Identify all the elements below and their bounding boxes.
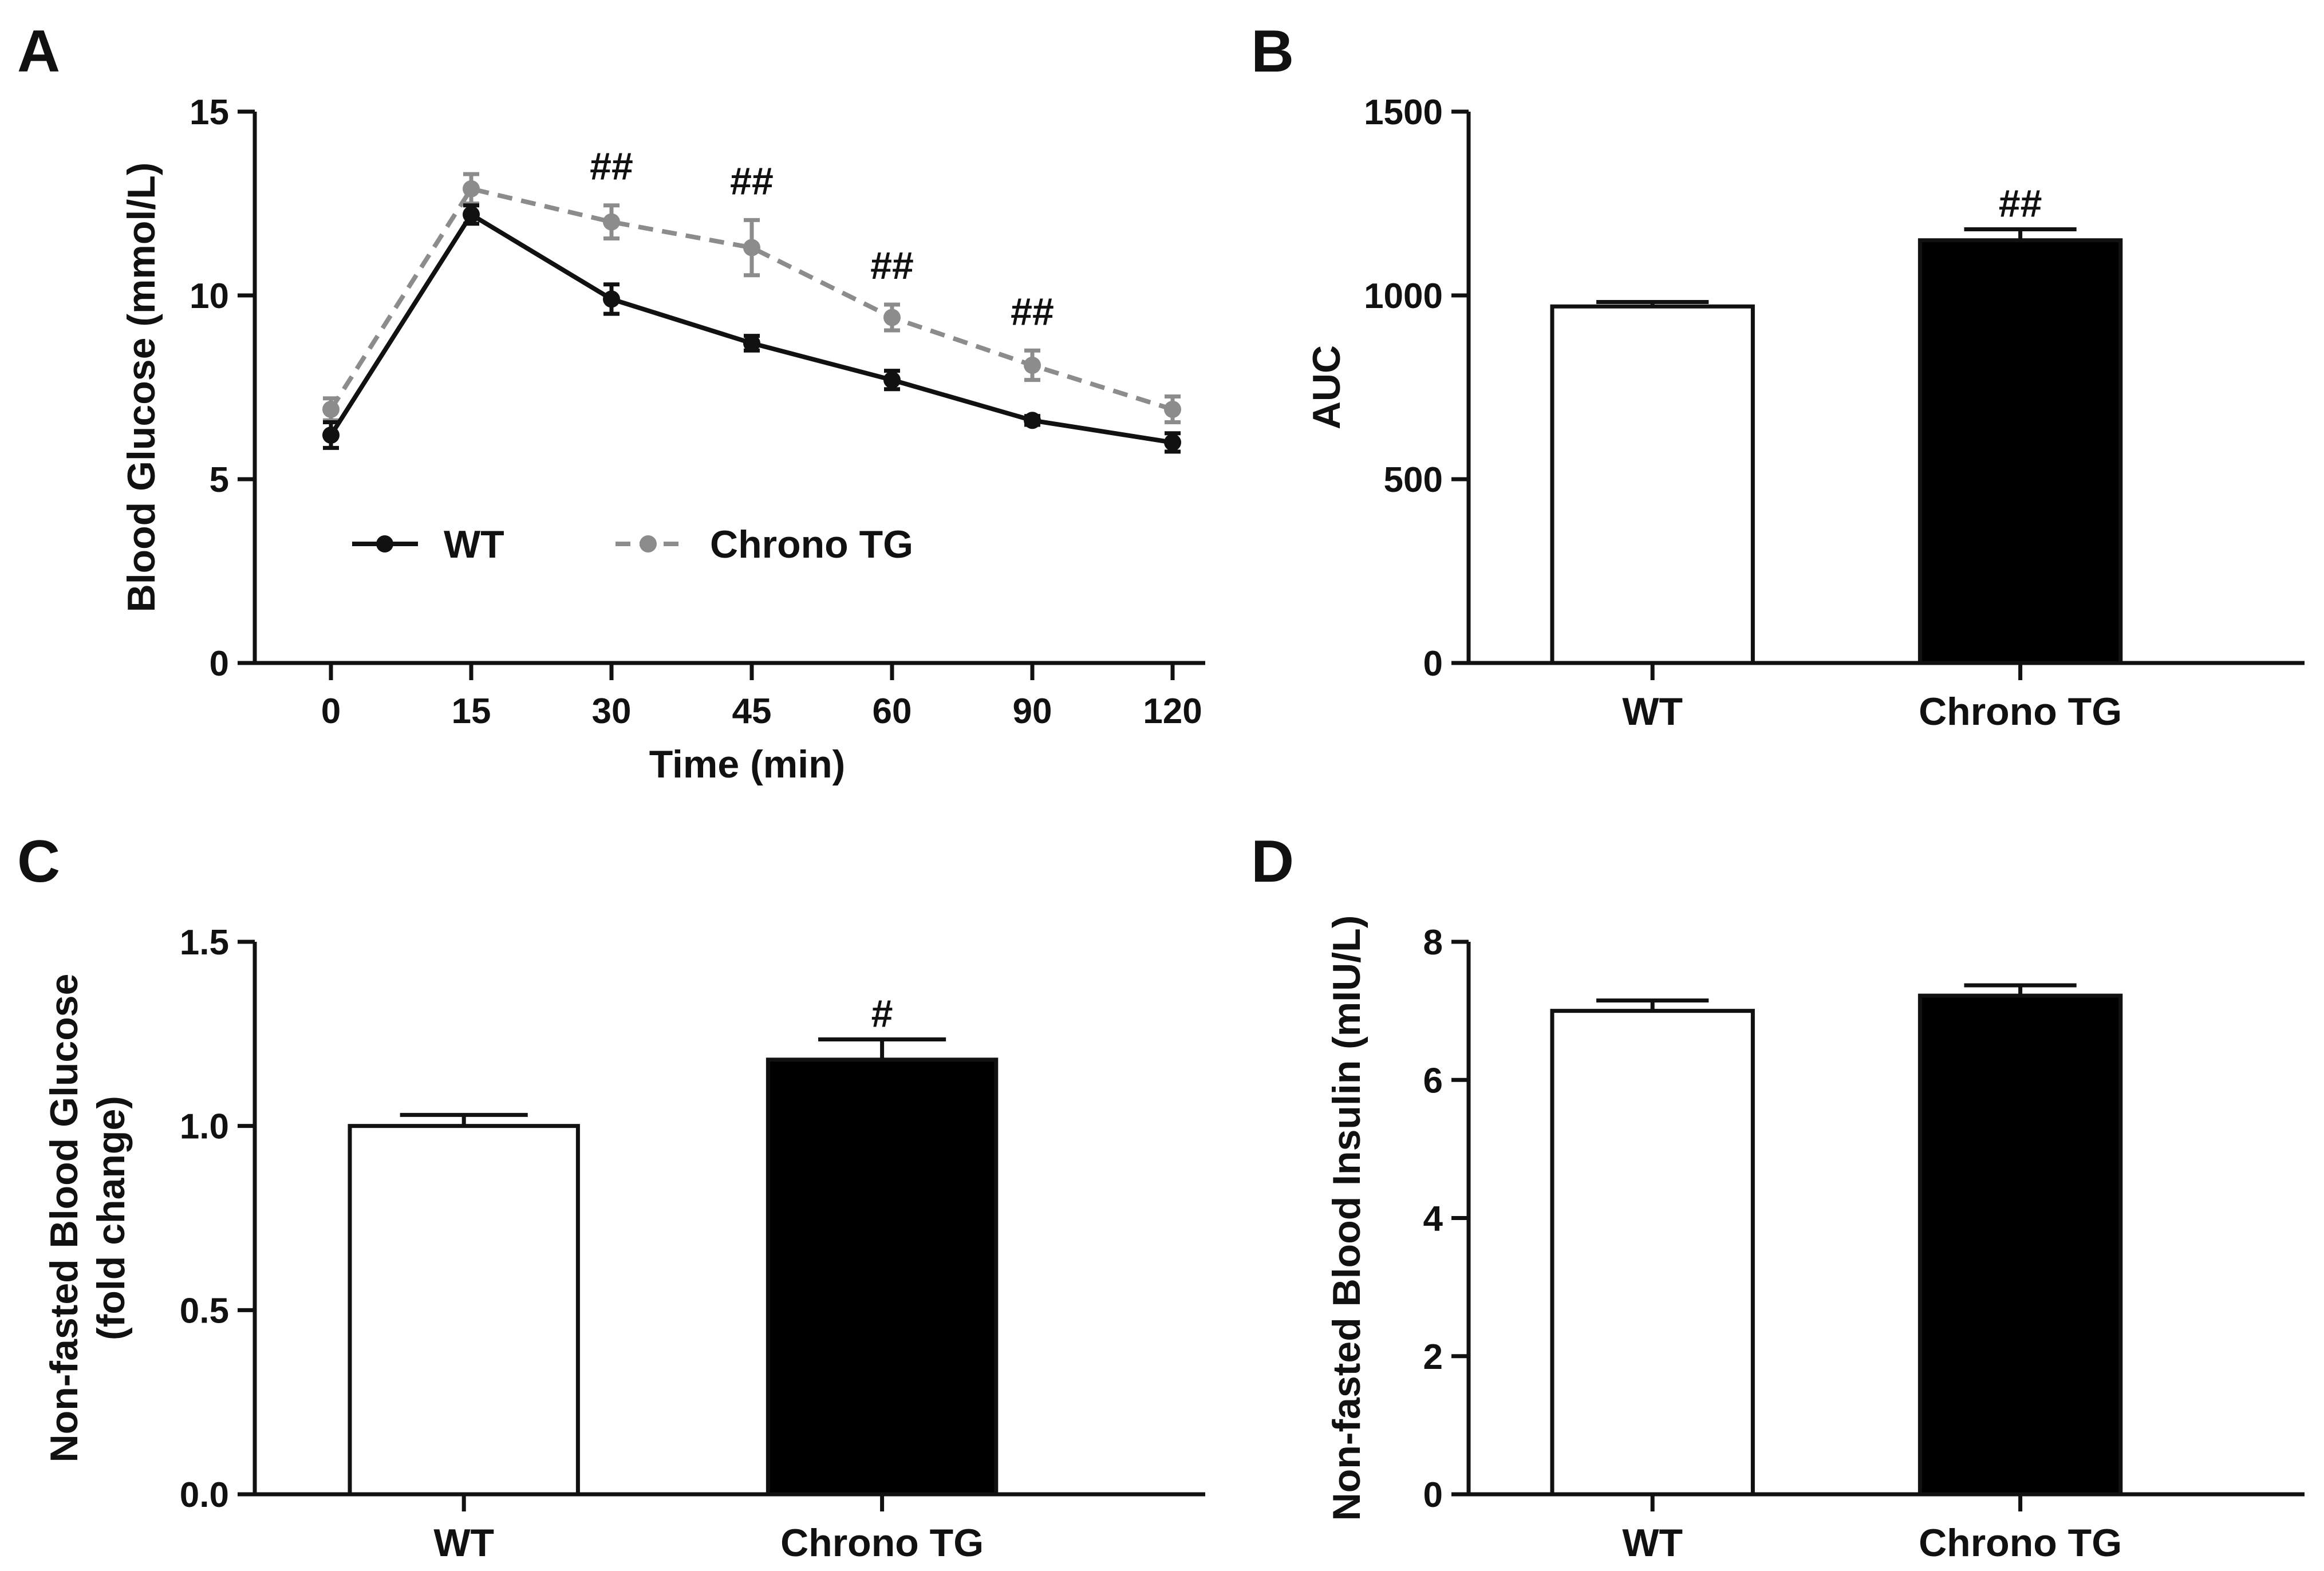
x-tick-label: Chrono TG bbox=[780, 1521, 984, 1565]
data-point-wt bbox=[1164, 433, 1181, 451]
x-tick-label: WT bbox=[1622, 690, 1683, 733]
y-tick-label: 0 bbox=[1423, 644, 1443, 684]
significance-marker: ## bbox=[870, 244, 914, 287]
x-tick-label: Chrono TG bbox=[1919, 1521, 2122, 1565]
y-tick-label: 2 bbox=[1423, 1337, 1443, 1377]
panel-c-bar-chart: C 0.0 0.5 1.0 1.5 Non-fasted Blood Glucose (fo… bbox=[17, 828, 1205, 1565]
panel-letter: D bbox=[1251, 828, 1294, 895]
x-tick-label: 45 bbox=[732, 692, 772, 731]
x-tick-label: 120 bbox=[1143, 692, 1202, 731]
x-tick-label: 0 bbox=[321, 692, 341, 731]
significance-marker: # bbox=[871, 992, 893, 1035]
data-point-wt bbox=[883, 371, 901, 389]
x-tick-label: 15 bbox=[452, 692, 491, 731]
legend-marker-chrono-tg bbox=[640, 535, 657, 552]
x-tick-label: WT bbox=[433, 1521, 494, 1565]
x-tick-label: 30 bbox=[592, 692, 632, 731]
legend-label-chrono-tg: Chrono TG bbox=[710, 523, 913, 566]
legend-label-wt: WT bbox=[444, 523, 504, 566]
y-tick-label: 15 bbox=[190, 93, 229, 132]
data-point-wt bbox=[743, 334, 760, 352]
bar-chrono-tg bbox=[766, 1057, 999, 1497]
panel-d-bar-chart: D 0 2 4 6 8 Non-fasted Blood Insulin (mIU/L) WT… bbox=[1251, 828, 2305, 1565]
y-tick-label: 6 bbox=[1423, 1061, 1443, 1100]
y-tick-label: 0 bbox=[1423, 1475, 1443, 1515]
y-tick-label: 0 bbox=[210, 644, 229, 684]
y-axis-title-line: (fold change) bbox=[89, 1096, 133, 1340]
y-axis-title-line: Non-fasted Blood Glucose bbox=[42, 974, 86, 1463]
x-tick-label: 60 bbox=[873, 692, 912, 731]
panel-letter: A bbox=[17, 18, 60, 85]
significance-marker: ## bbox=[1011, 290, 1054, 333]
data-point-chrono-tg bbox=[1164, 401, 1181, 419]
y-tick-label: 500 bbox=[1384, 460, 1443, 500]
bar-chrono-tg bbox=[1917, 238, 2123, 665]
y-axis-title: Non-fasted Blood Insulin (mIU/L) bbox=[1325, 915, 1368, 1521]
panel-a-line-chart: A 0 5 10 15 Blood Glucose (mmol/L) 0 15 30 45 60 90… bbox=[17, 18, 1205, 786]
bar-wt bbox=[1550, 1009, 1755, 1497]
x-tick-label: Chrono TG bbox=[1919, 690, 2122, 733]
panel-letter: C bbox=[17, 828, 60, 895]
data-point-chrono-tg bbox=[322, 401, 340, 419]
y-tick-label: 5 bbox=[210, 460, 229, 500]
data-point-chrono-tg bbox=[1024, 356, 1041, 374]
significance-marker: ## bbox=[730, 159, 774, 203]
y-tick-label: 1.0 bbox=[180, 1107, 229, 1147]
bar-wt bbox=[348, 1124, 580, 1497]
x-tick-label: WT bbox=[1622, 1521, 1683, 1565]
bar-chrono-tg bbox=[1917, 993, 2123, 1497]
y-tick-label: 8 bbox=[1423, 923, 1443, 962]
significance-marker: ## bbox=[590, 145, 633, 188]
y-tick-label: 1500 bbox=[1364, 93, 1443, 132]
y-axis-title: Blood Glucose (mmol/L) bbox=[120, 163, 163, 613]
data-point-chrono-tg bbox=[883, 309, 901, 326]
x-axis-title: Time (min) bbox=[649, 743, 846, 786]
y-axis-title: AUC bbox=[1305, 345, 1348, 429]
data-point-wt bbox=[603, 290, 620, 308]
panel-letter: B bbox=[1251, 18, 1294, 85]
x-tick-label: 90 bbox=[1013, 692, 1052, 731]
y-tick-label: 4 bbox=[1423, 1199, 1443, 1239]
y-tick-label: 1000 bbox=[1364, 277, 1443, 316]
bar-wt bbox=[1550, 304, 1755, 665]
data-point-chrono-tg bbox=[743, 239, 760, 256]
data-point-wt bbox=[463, 206, 480, 223]
data-point-chrono-tg bbox=[603, 213, 620, 231]
data-point-chrono-tg bbox=[463, 180, 480, 198]
significance-marker: ## bbox=[1999, 181, 2042, 225]
y-tick-label: 1.5 bbox=[180, 923, 229, 962]
y-tick-label: 10 bbox=[190, 277, 229, 316]
panel-b-bar-chart: B 0 500 1000 1500 AUC WT Chrono TG ## bbox=[1251, 18, 2305, 733]
data-point-wt bbox=[322, 426, 340, 444]
legend-marker-wt bbox=[376, 535, 393, 552]
data-point-wt bbox=[1024, 412, 1041, 429]
y-tick-label: 0.0 bbox=[180, 1475, 229, 1515]
y-tick-label: 0.5 bbox=[180, 1291, 229, 1331]
